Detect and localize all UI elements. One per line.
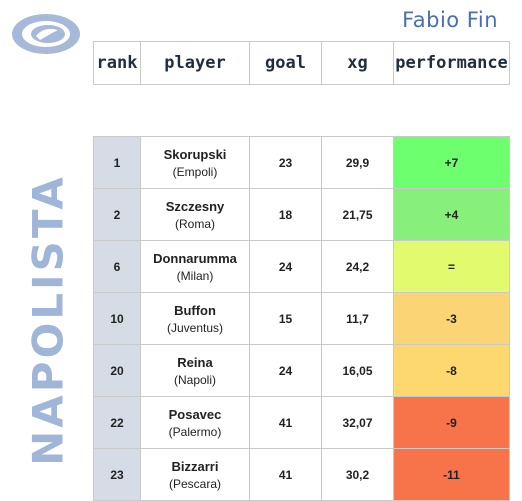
player-team: (Pescara) xyxy=(168,476,221,491)
rank-cell: 1 xyxy=(93,136,141,189)
goal-cell: 24 xyxy=(249,344,322,397)
player-name: Bizzarri xyxy=(171,458,219,474)
table-row: 10 Buffon (Juventus) 15 11,7 -3 xyxy=(93,292,510,345)
performance-cell: -9 xyxy=(393,396,510,449)
header-performance: performance xyxy=(393,41,510,85)
header-xg: xg xyxy=(321,41,394,85)
player-cell: Posavec (Palermo) xyxy=(140,396,250,449)
xg-cell: 29,9 xyxy=(321,136,394,189)
rank-cell: 6 xyxy=(93,240,141,293)
rank-cell: 2 xyxy=(93,188,141,241)
player-cell: Bizzarri (Pescara) xyxy=(140,448,250,501)
brand-text: NAPOLISTA xyxy=(23,174,73,466)
rank-cell: 23 xyxy=(93,448,141,501)
rank-cell: 20 xyxy=(93,344,141,397)
player-name: Donnarumma xyxy=(153,250,237,266)
rank-cell: 22 xyxy=(93,396,141,449)
table-row: 2 Szczesny (Roma) 18 21,75 +4 xyxy=(93,188,510,241)
goal-cell: 41 xyxy=(249,396,322,449)
player-name: Posavec xyxy=(168,406,222,422)
table-body: 1 Skorupski (Empoli) 23 29,9 +7 2 Szczesny (Roma… xyxy=(93,84,510,501)
xg-cell: 32,07 xyxy=(321,396,394,449)
header-row: rank player goal xg performance xyxy=(93,41,510,85)
xg-cell: 11,7 xyxy=(321,292,394,345)
table-row: 22 Posavec (Palermo) 41 32,07 -9 xyxy=(93,396,510,449)
napolista-logo-icon xyxy=(12,14,80,54)
goalkeeper-table: rank player goal xg performance 1 Skorups… xyxy=(93,41,510,501)
player-cell: Donnarumma (Milan) xyxy=(140,240,250,293)
goal-cell: 15 xyxy=(249,292,322,345)
performance-cell: = xyxy=(393,240,510,293)
rank-cell: 10 xyxy=(93,292,141,345)
player-name: Reina xyxy=(177,354,213,370)
player-team: (Juventus) xyxy=(166,320,224,335)
table-row: 6 Donnarumma (Milan) 24 24,2 = xyxy=(93,240,510,293)
goal-cell: 24 xyxy=(249,240,322,293)
xg-cell: 16,05 xyxy=(321,344,394,397)
performance-cell: +4 xyxy=(393,188,510,241)
table-row: 23 Bizzarri (Pescara) 41 30,2 -11 xyxy=(93,448,510,501)
performance-cell: -3 xyxy=(393,292,510,345)
player-team: (Roma) xyxy=(174,216,215,231)
player-cell: Skorupski (Empoli) xyxy=(140,136,250,189)
player-cell: Reina (Napoli) xyxy=(140,344,250,397)
header-goal: goal xyxy=(249,41,322,85)
xg-cell: 30,2 xyxy=(321,448,394,501)
player-cell: Buffon (Juventus) xyxy=(140,292,250,345)
xg-cell: 24,2 xyxy=(321,240,394,293)
player-name: Buffon xyxy=(174,302,216,318)
player-name: Skorupski xyxy=(163,146,227,162)
goal-cell: 18 xyxy=(249,188,322,241)
player-team: (Milan) xyxy=(176,268,214,283)
player-cell: Szczesny (Roma) xyxy=(140,188,250,241)
header-player: player xyxy=(140,41,250,85)
table-row: 20 Reina (Napoli) 24 16,05 -8 xyxy=(93,344,510,397)
player-name: Szczesny xyxy=(165,198,225,214)
header-rank: rank xyxy=(93,41,141,85)
player-team: (Empoli) xyxy=(172,164,218,179)
table-row: 1 Skorupski (Empoli) 23 29,9 +7 xyxy=(93,136,510,189)
xg-cell: 21,75 xyxy=(321,188,394,241)
player-team: (Palermo) xyxy=(168,424,222,439)
goal-cell: 41 xyxy=(249,448,322,501)
player-team: (Napoli) xyxy=(173,372,216,387)
author-name: Fabio Fin xyxy=(402,8,498,32)
performance-cell: -11 xyxy=(393,448,510,501)
performance-cell: +7 xyxy=(393,136,510,189)
goal-cell: 23 xyxy=(249,136,322,189)
performance-cell: -8 xyxy=(393,344,510,397)
